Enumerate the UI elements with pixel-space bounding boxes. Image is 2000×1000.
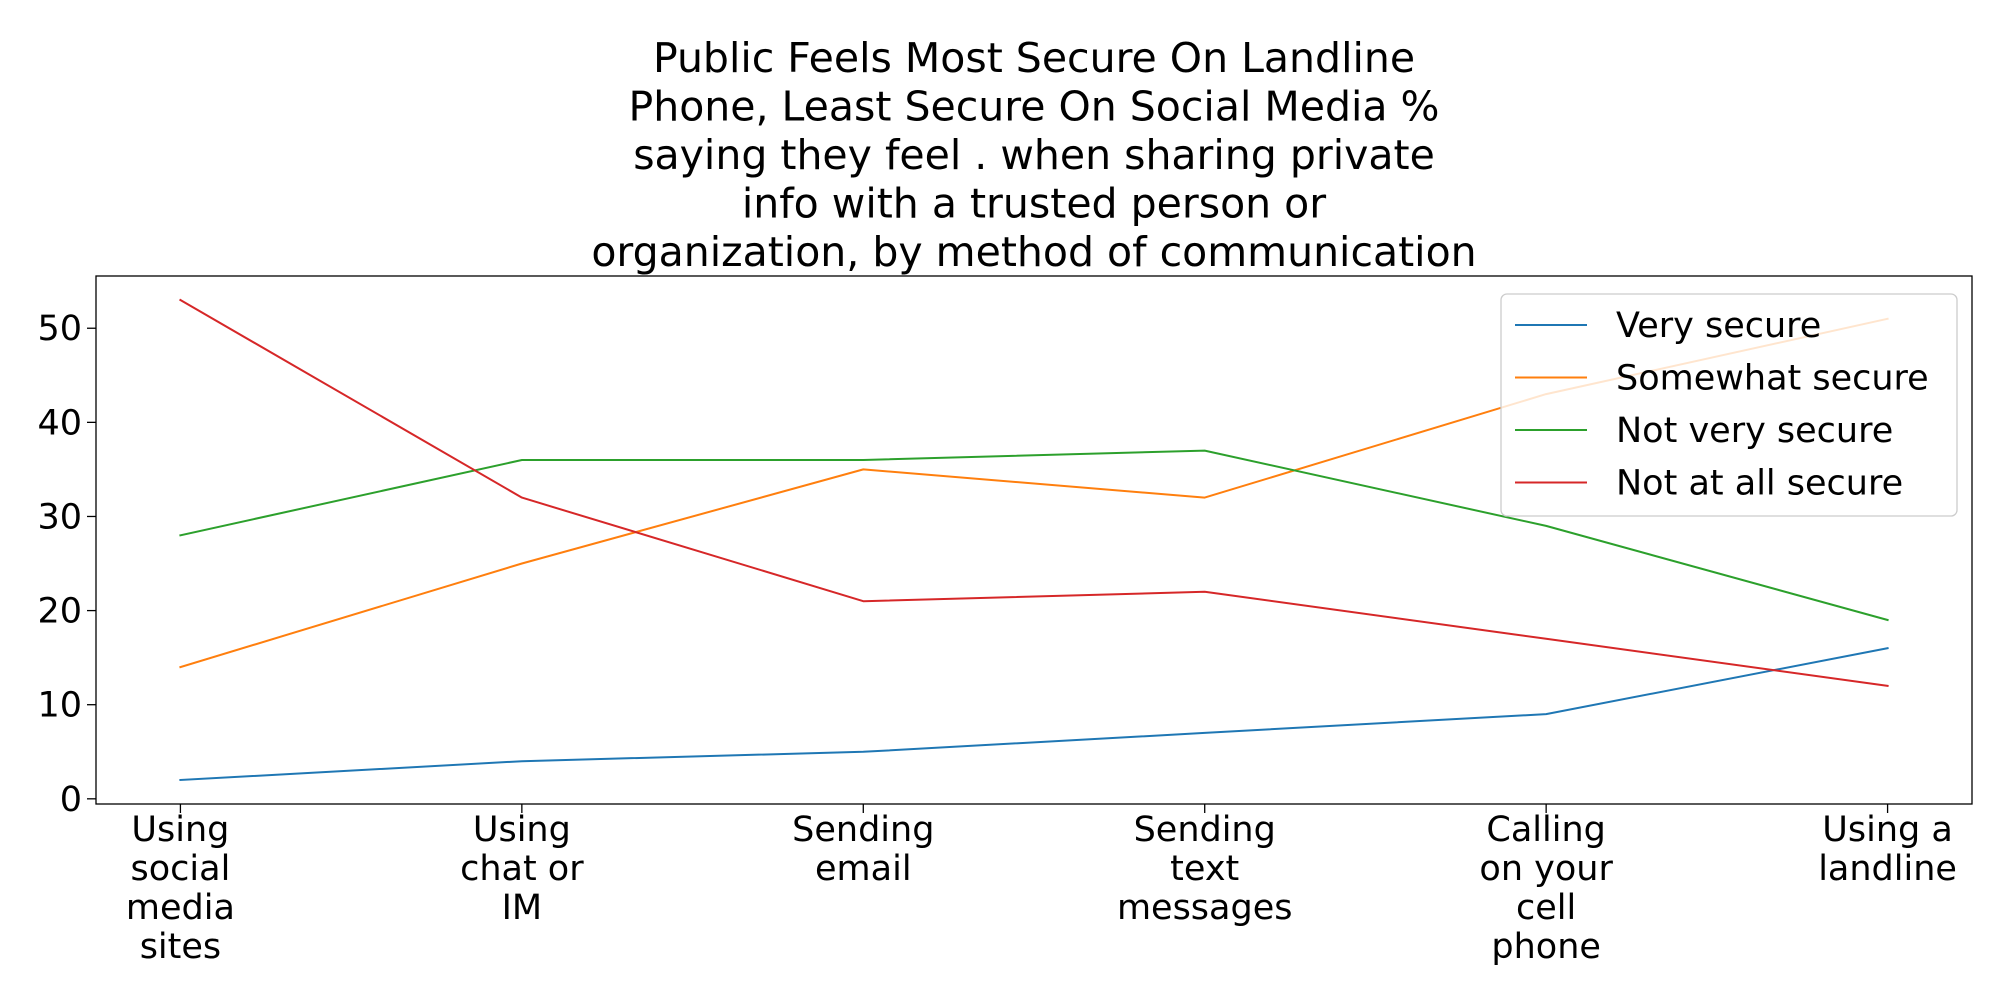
legend-item: Very secure [1515,306,1821,346]
y-tick-label: 10 [37,686,82,726]
x-tick-label-line: chat or [460,849,584,889]
legend-item: Not at all secure [1515,464,1903,504]
chart-title: Public Feels Most Secure On LandlinePhon… [591,34,1476,276]
legend-label: Not very secure [1616,411,1893,451]
x-tick-label-line: Sending [792,810,934,850]
chart-title-line: Public Feels Most Secure On Landline [653,34,1415,82]
legend-label: Not at all secure [1616,464,1903,504]
x-tick-label-line: Using a [1822,810,1953,850]
x-tick-label-line: media [126,888,235,928]
x-tick-label-line: text [1170,849,1239,889]
x-tick-label-line: Calling [1486,810,1605,850]
y-tick-label: 30 [37,497,82,537]
legend-item: Not very secure [1515,411,1893,451]
x-tick-label-line: sites [140,927,221,967]
x-tick-label-line: IM [502,888,543,928]
x-tick-label-line: landline [1818,849,1957,889]
chart-title-line: Phone, Least Secure On Social Media % [628,83,1439,131]
x-tick-label-line: cell [1516,888,1576,928]
chart-title-line: saying they feel . when sharing private [633,131,1435,179]
x-tick-label-line: on your [1479,849,1613,889]
series-line-not-at-all-secure [179,298,1889,688]
series-line-very-secure [179,647,1889,782]
legend-item: Somewhat secure [1515,359,1929,399]
legend-label: Somewhat secure [1616,359,1929,399]
x-tick-label-line: Using [473,810,571,850]
y-tick-label: 40 [37,403,82,443]
legend-box [1500,293,1958,517]
y-tick-label: 50 [37,309,82,349]
series-line-not-very-secure [179,449,1889,622]
y-axis: 0 10 20 30 40 50 [37,309,96,820]
legend-label: Very secure [1616,306,1821,346]
x-tick-label-line: email [815,849,912,889]
y-tick-label: 0 [60,780,82,820]
chart-title-line: organization, by method of communication [591,228,1476,276]
y-tick-label: 20 [37,592,82,632]
x-tick-label-line: messages [1117,888,1293,928]
legend: Very secure Somewhat secure Not very secur… [1500,293,1958,517]
x-tick-label-line: social [131,849,231,889]
x-tick-label-line: Sending [1134,810,1276,850]
x-tick-label-line: phone [1491,927,1601,967]
x-tick-label-line: Using [131,810,229,850]
chart-title-line: info with a trusted person or [742,180,1326,228]
